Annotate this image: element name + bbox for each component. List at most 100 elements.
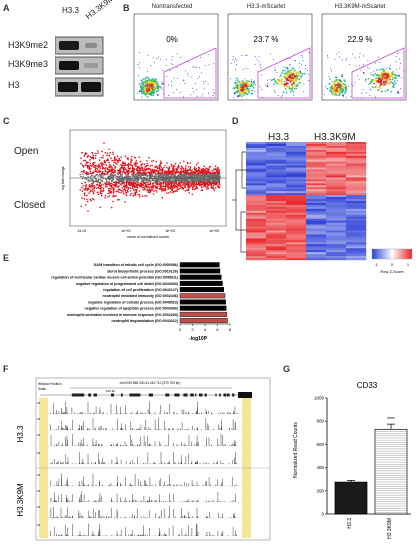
gb-track-signal xyxy=(50,505,237,518)
go-term-label: regulation of ventricular cardiac muscle… xyxy=(51,276,178,280)
cd33-ytick: 0 xyxy=(321,512,324,517)
blot-row-h3: H3 xyxy=(8,80,20,90)
cd33-ytick: 400 xyxy=(316,465,324,470)
go-term-label: negative regulation of cellular process … xyxy=(88,300,179,304)
cd33-bar-1 xyxy=(374,428,408,515)
gb-track-signal xyxy=(49,451,238,464)
gb-track-max: 20 xyxy=(37,523,41,527)
panel-e-go-chart: G2/M transition of mitotic cell cycle (G… xyxy=(51,262,232,342)
gb-scale-value: 100 kb xyxy=(106,389,115,393)
panel-label-a: A xyxy=(3,3,10,13)
ma-label-closed: Closed xyxy=(14,200,46,211)
heatmap-col-h33k9m: H3.3K9M xyxy=(314,132,356,143)
cd33-ytick: 200 xyxy=(316,488,324,493)
gb-window-position-label: Window Position xyxy=(38,382,62,386)
cd33-errorbar-1 xyxy=(387,423,395,430)
ma-plot-svg: log fold change mean of normalized count… xyxy=(61,129,227,239)
zscore-gradient-bar xyxy=(371,248,413,260)
flow-plot-1: 23.7 % xyxy=(227,13,313,101)
panel-label-c: C xyxy=(3,116,10,126)
zscore-title: Row Z-Score xyxy=(380,269,404,274)
cd33-bar-0 xyxy=(334,481,368,515)
genome-browser-svg: Window Position Scale chr19:50,865,000-5… xyxy=(16,377,271,541)
gb-track-max: 20 xyxy=(37,451,41,455)
go-term-label: neutrophil mediated immunity (GO:0002446… xyxy=(103,294,179,298)
go-xtick: 0 xyxy=(179,327,182,332)
gb-track-signal xyxy=(50,523,237,536)
zscore-tick-mid: 0 xyxy=(391,262,394,267)
gb-track-signal xyxy=(50,401,238,414)
zscore-tick-high: 1 xyxy=(407,262,410,267)
gb-group-h33k9m: H3.3K9M xyxy=(16,483,25,517)
heatmap-col-h33: H3.3 xyxy=(268,132,290,143)
go-xtick: 6 xyxy=(216,327,219,332)
go-term-bar xyxy=(179,274,222,280)
flow-plot-percent-1: 23.7 % xyxy=(254,35,279,44)
blot-strips xyxy=(55,36,104,97)
gb-coordinates: chr19:50,865,000-51,240,710 (370,700 bp) xyxy=(120,381,181,385)
go-term-bar xyxy=(179,262,220,268)
panel-g-cd33-chart: CD33 Normalized Read Counts 0 200 400 600 80… xyxy=(293,381,411,539)
flow-plot-2: 22.9 % xyxy=(321,13,407,101)
cd33-ytick: 600 xyxy=(316,442,324,447)
ma-xtick: 1e+03 xyxy=(165,229,175,233)
gb-track-signal xyxy=(50,417,236,430)
flow-plot-percent-2: 22.9 % xyxy=(348,35,373,44)
gb-track-max: 20 xyxy=(37,401,41,405)
blot-row-h3k9me3: H3K9me3 xyxy=(8,59,49,69)
go-xtick: 4 xyxy=(204,327,207,332)
ma-xtick: 1e+01 xyxy=(121,229,131,233)
gb-track-signal xyxy=(50,491,236,502)
blot-col-h33k9m: H3.3K9M xyxy=(84,0,116,22)
heatmap-legend: -1 0 1 Row Z-Score xyxy=(371,248,413,274)
go-term-bar xyxy=(179,299,226,305)
cd33-title: CD33 xyxy=(357,381,378,390)
panel-label-d: D xyxy=(232,116,239,126)
gb-track-max: 20 xyxy=(37,417,41,421)
panel-label-g: G xyxy=(283,364,291,374)
ma-xlabel: mean of normalized counts xyxy=(127,235,169,239)
cd33-ylabel: Normalized Read Counts xyxy=(293,422,299,478)
go-term-label: negative regulation of apoptotic process… xyxy=(85,307,179,311)
cd33-errorbar-0 xyxy=(347,480,355,483)
flow-plot-title-1: H3.3-mScarlet xyxy=(246,4,286,10)
go-xtick: 2 xyxy=(191,327,194,332)
gb-track-max: 20 xyxy=(37,505,41,509)
ma-ylabel: log fold change xyxy=(61,166,65,190)
ma-label-open: Open xyxy=(14,146,39,157)
go-term-bar xyxy=(179,287,224,293)
heatmap-svg xyxy=(232,142,367,261)
go-term-label: neutrophil activation involved in immune… xyxy=(67,313,179,317)
zscore-tick-low: -1 xyxy=(374,262,378,267)
go-term-bar xyxy=(179,318,228,324)
heatmap-dendrogram xyxy=(232,151,246,253)
cd33-category-0: H3.3 xyxy=(347,518,353,529)
blot-col-h33: H3.3 xyxy=(62,6,79,15)
panel-label-f: F xyxy=(3,364,9,374)
ma-xtick: 1e+05 xyxy=(209,229,219,233)
go-xtick: 8 xyxy=(229,327,232,332)
gb-track-signal xyxy=(50,473,237,486)
go-term-bar xyxy=(179,305,227,311)
panel-label-b: B xyxy=(123,3,130,13)
flow-plot-0: 0% xyxy=(133,13,219,101)
blot-row-h3k9me2: H3K9me2 xyxy=(8,40,49,50)
cd33-category-1: H3.3K9M xyxy=(387,518,393,539)
cd33-ytick: 800 xyxy=(316,419,324,424)
go-term-label: sterol biosynthetic process (GO:0016126) xyxy=(107,269,179,273)
go-term-label: negative regulation of programmed cell d… xyxy=(76,282,179,286)
go-term-label: neutrophil degranulation (GO:0043312) xyxy=(112,319,179,323)
gb-scale-label: Scale xyxy=(38,387,46,391)
flow-plot-title-0: Nontransfected xyxy=(151,4,193,10)
go-term-bar xyxy=(179,280,223,286)
go-xlabel: -log10P xyxy=(189,336,208,342)
gb-group-h33: H3.3 xyxy=(16,425,25,442)
cd33-significance: **** xyxy=(387,417,395,423)
go-term-bar xyxy=(179,293,226,299)
gb-track-max: 20 xyxy=(37,433,41,437)
gb-track-signal xyxy=(50,433,237,446)
flow-plot-title-2: H3.3K9M-mScarlet xyxy=(334,4,386,10)
cd33-ytick: 1000 xyxy=(314,396,325,401)
go-term-bar xyxy=(179,268,221,274)
ma-xtick: 1e-01 xyxy=(78,229,87,233)
